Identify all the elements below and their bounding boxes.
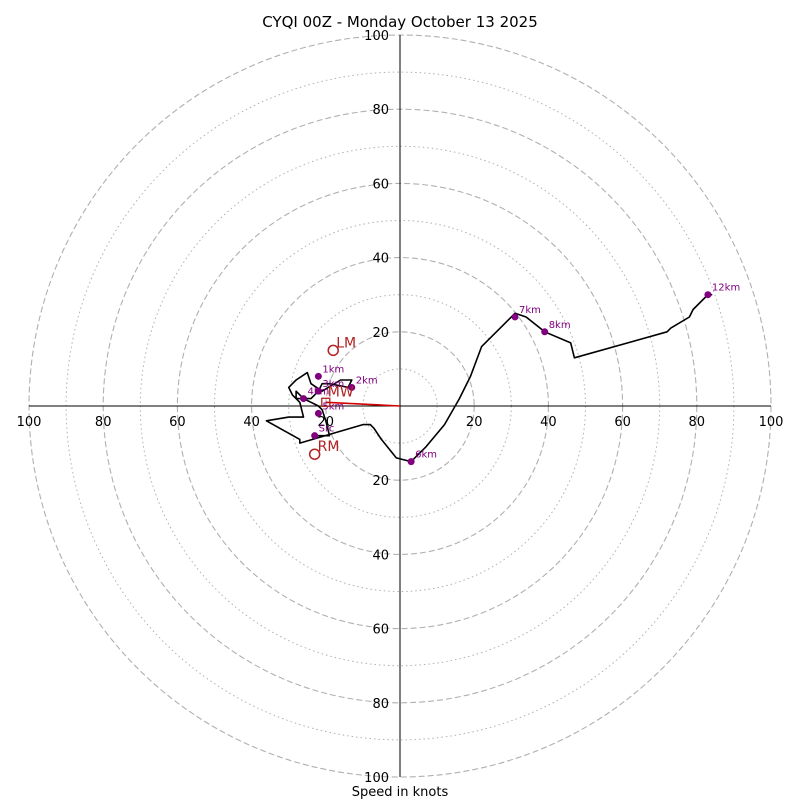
height-marker-src-label: Src (319, 424, 335, 435)
height-marker-5km-point (314, 409, 322, 417)
tick-label-top-60: 60 (372, 177, 389, 192)
height-marker-3km-point (314, 387, 322, 395)
height-marker-12km-point (704, 291, 712, 299)
tick-label-bottom-60: 60 (372, 623, 389, 638)
tick-label-right-100: 100 (759, 415, 784, 430)
height-marker-6km-point (407, 458, 415, 466)
wind-trace-line (265, 293, 713, 463)
storm-motion-rm-label: RM (318, 439, 340, 455)
tick-label-top-20: 20 (372, 326, 389, 341)
storm-motion-markers: LM RM MW (308, 335, 356, 460)
mean-wind-label: MW (328, 384, 354, 400)
tick-label-right-60: 60 (614, 415, 631, 430)
height-marker-8km-label: 8km (549, 320, 571, 331)
tick-label-left-60: 60 (169, 415, 186, 430)
tick-label-bottom-100: 100 (364, 771, 389, 786)
storm-vector-line (325, 401, 401, 407)
tick-label-left-40: 40 (243, 415, 260, 430)
tick-label-bottom-40: 40 (372, 548, 389, 563)
tick-label-right-20: 20 (466, 415, 483, 430)
storm-motion-rm-point (308, 448, 321, 460)
wind-trace-group (265, 293, 713, 463)
tick-label-bottom-20: 20 (372, 474, 389, 489)
tick-label-left-100: 100 (17, 415, 42, 430)
chart-title: CYQI 00Z - Monday October 13 2025 (262, 13, 538, 31)
height-marker-src-point (311, 432, 319, 440)
mean-wind-point (321, 397, 331, 407)
x-axis-label: Speed in knots (352, 785, 449, 800)
height-marker-8km-point (541, 328, 549, 336)
storm-motion-lm-label: LM (336, 335, 356, 351)
tick-label-top-80: 80 (372, 103, 389, 118)
height-marker-2km-label: 2km (356, 375, 378, 386)
height-marker-7km-point (511, 313, 519, 321)
height-marker-12km-label: 12km (712, 283, 740, 294)
tick-label-top-100: 100 (364, 29, 389, 44)
height-marker-1km-label: 1km (322, 364, 344, 375)
tick-label-right-80: 80 (689, 415, 706, 430)
height-marker-2km-point (348, 383, 356, 391)
tick-label-left-80: 80 (95, 415, 112, 430)
storm-motion-lm-point (327, 344, 339, 357)
height-marker-3km-label: 3km (322, 379, 344, 390)
height-marker-5km-label: 5km (322, 401, 344, 412)
tick-label-right-40: 40 (540, 415, 557, 430)
height-marker-7km-label: 7km (519, 305, 541, 316)
tick-label-bottom-80: 80 (372, 697, 389, 712)
tick-label-top-40: 40 (372, 252, 389, 267)
height-marker-4km-point (300, 395, 308, 403)
height-marker-4km-label: 4km (308, 387, 330, 398)
height-marker-1km-point (314, 372, 322, 380)
height-marker-6km-label: 6km (415, 450, 437, 461)
